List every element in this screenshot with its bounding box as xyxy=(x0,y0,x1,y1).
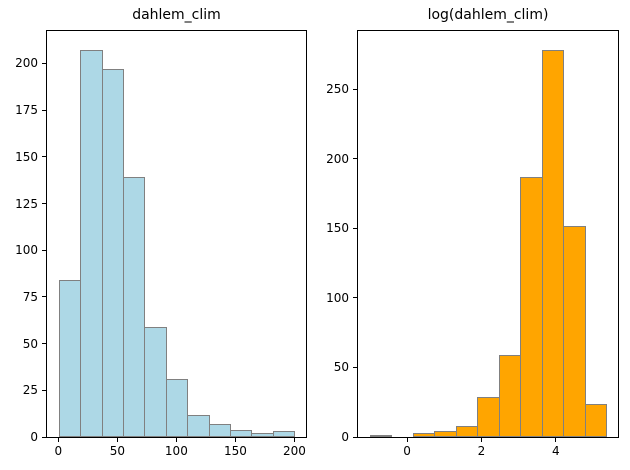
x-tick-mark xyxy=(293,438,295,442)
y-tick-label: 50 xyxy=(22,336,38,351)
histogram-bar xyxy=(187,415,210,437)
y-tick-mark xyxy=(42,62,46,64)
histogram-bar xyxy=(542,50,564,437)
y-tick-label: 200 xyxy=(15,56,38,71)
histogram-bar xyxy=(251,433,274,437)
x-tick-label: 0 xyxy=(54,444,63,458)
y-tick-label: 125 xyxy=(15,196,38,211)
histogram-bar xyxy=(563,226,586,437)
y-tick-mark xyxy=(42,436,46,438)
x-tick-mark xyxy=(234,438,236,442)
x-tick-mark xyxy=(555,438,557,442)
histogram-bar xyxy=(370,435,392,437)
y-tick-label: 175 xyxy=(15,103,38,118)
x-tick-label: 4 xyxy=(552,444,560,458)
y-tick-label: 0 xyxy=(341,430,349,444)
y-tick-mark xyxy=(353,158,357,160)
histogram-bar xyxy=(477,397,500,437)
y-tick-mark xyxy=(353,366,357,368)
histogram-bar xyxy=(520,177,543,437)
x-tick-label: 0 xyxy=(403,444,411,458)
x-tick-mark xyxy=(57,438,59,442)
y-tick-label: 100 xyxy=(326,290,349,305)
chart-title: log(dahlem_clim) xyxy=(427,7,549,23)
y-tick-label: 25 xyxy=(22,383,38,398)
histogram-bar xyxy=(273,431,295,437)
histogram-bar xyxy=(413,433,435,437)
y-tick-label: 200 xyxy=(326,151,349,166)
y-tick-mark xyxy=(353,227,357,229)
y-tick-mark xyxy=(353,88,357,90)
x-tick-mark xyxy=(480,438,482,442)
y-tick-label: 150 xyxy=(326,221,349,236)
y-tick-label: 100 xyxy=(15,243,38,258)
plot-frame: 0 50 100 150 200 250 0 2 4 xyxy=(326,30,619,458)
y-tick-label: 50 xyxy=(333,360,349,375)
histogram-bar xyxy=(230,430,252,437)
y-tick-mark xyxy=(353,297,357,299)
y-tick-mark xyxy=(353,436,357,438)
y-tick-label: 150 xyxy=(15,149,38,164)
y-tick-mark xyxy=(42,203,46,204)
y-tick-label: 75 xyxy=(22,289,38,304)
histogram-bar xyxy=(80,50,103,437)
y-tick-mark xyxy=(42,249,46,251)
x-tick-mark xyxy=(175,438,177,442)
histogram-bar xyxy=(102,69,124,437)
histogram-bar xyxy=(123,177,145,437)
histogram-bar xyxy=(209,424,231,437)
x-tick-label: 200 xyxy=(283,444,306,458)
y-tick-mark xyxy=(42,109,46,111)
chart-title: dahlem_clim xyxy=(132,7,221,23)
y-tick-mark xyxy=(42,156,46,158)
x-tick-label: 100 xyxy=(164,444,188,458)
histogram-bar xyxy=(59,280,81,437)
y-tick-label: 0 xyxy=(30,430,38,444)
histogram-bar xyxy=(434,431,457,437)
histogram-bar xyxy=(166,379,188,437)
plot-frame: 0 25 50 75 100 125 150 175 200 0 50 100 150 200 xyxy=(15,30,307,458)
x-tick-mark xyxy=(406,438,408,442)
y-tick-mark xyxy=(42,389,46,391)
y-tick-mark xyxy=(42,343,46,345)
x-tick-label: 150 xyxy=(223,444,247,458)
histogram-bar xyxy=(585,404,607,437)
histogram-bar xyxy=(499,355,521,437)
y-tick-mark xyxy=(42,296,46,298)
x-tick-label: 50 xyxy=(109,444,125,458)
y-tick-label: 250 xyxy=(326,82,349,97)
x-tick-mark xyxy=(116,438,118,442)
x-tick-label: 2 xyxy=(477,444,486,458)
histogram-bar xyxy=(456,426,478,437)
histogram-bar xyxy=(144,327,167,437)
